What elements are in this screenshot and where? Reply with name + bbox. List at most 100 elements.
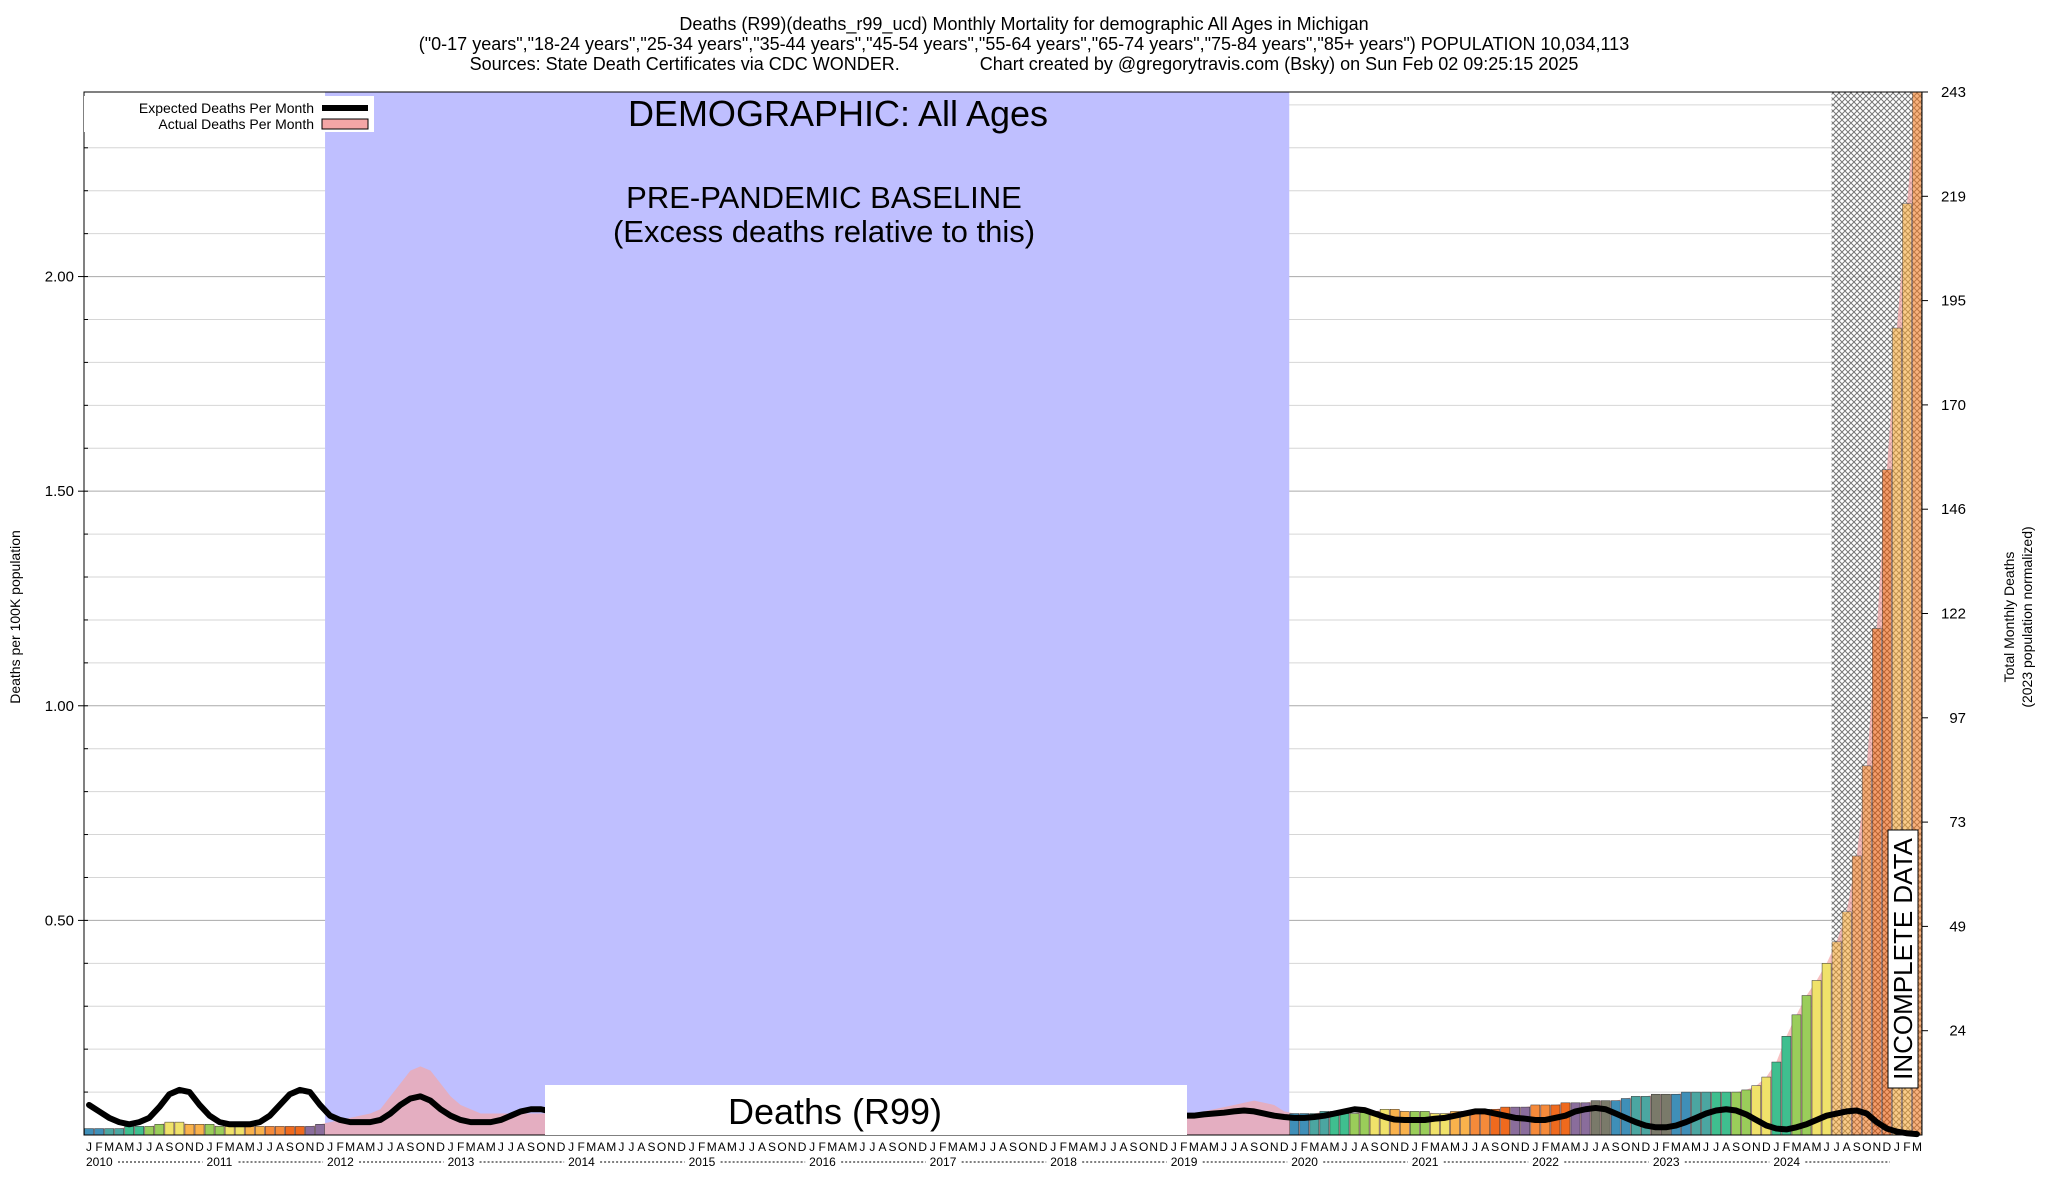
month-tick-label: A [1561,1140,1569,1154]
month-tick-label: S [406,1140,414,1154]
month-tick-label: M [1791,1140,1801,1154]
y2-tick-label: 97 [1949,710,1966,727]
year-tick-label: 2014 [568,1155,595,1169]
actual-bar [114,1128,124,1136]
month-tick-label: M [124,1140,134,1154]
month-tick-label: J [1221,1140,1227,1154]
actual-bar [315,1124,325,1136]
month-tick-label: M [606,1140,616,1154]
month-tick-label: M [104,1140,114,1154]
cause-box-label: Deaths (R99) [728,1091,942,1132]
month-tick-label: J [1100,1140,1106,1154]
month-tick-label: F [698,1140,705,1154]
y2-tick-label: 243 [1941,84,1966,101]
month-tick-label: A [517,1140,525,1154]
month-tick-label: F [1662,1140,1669,1154]
month-tick-label: N [788,1140,797,1154]
actual-bar [254,1126,265,1136]
chart-subtitle: ("0-17 years","18-24 years","25-34 years… [418,34,1630,54]
month-tick-label: D [557,1140,566,1154]
year-tick-label: 2015 [689,1155,716,1169]
month-tick-label: M [1671,1140,1681,1154]
year-tick-label: 2020 [1291,1155,1318,1169]
y2-tick-label: 195 [1941,293,1966,310]
month-tick-label: J [257,1140,263,1154]
month-tick-label: N [667,1140,676,1154]
month-tick-label: S [1009,1140,1017,1154]
month-tick-label: N [306,1140,315,1154]
month-tick-label: F [819,1140,826,1154]
month-tick-label: D [798,1140,807,1154]
actual-bar [1641,1096,1651,1136]
year-tick-label: 2010 [86,1155,113,1169]
month-tick-label: A [396,1140,404,1154]
month-tick-label: S [768,1140,776,1154]
month-tick-label: F [216,1140,223,1154]
actual-bar-hatch [1882,469,1892,1136]
month-tick-label: N [908,1140,917,1154]
y2-axis-sublabel: (2023 population normalized) [2019,526,2035,707]
month-tick-label: F [1301,1140,1308,1154]
month-tick-label: J [267,1140,273,1154]
legend-expected-label: Expected Deaths Per Month [139,100,314,116]
actual-bar [1681,1091,1691,1136]
y2-tick-label: 49 [1949,918,1966,935]
actual-bars [84,91,1922,1136]
actual-bar [265,1126,275,1136]
actual-bar [1821,963,1832,1136]
month-tick-label: A [718,1140,726,1154]
actual-bar [144,1126,155,1136]
month-tick-label: J [1653,1140,1659,1154]
month-tick-label: M [466,1140,476,1154]
month-tick-label: J [1231,1140,1237,1154]
year-tick-label: 2011 [207,1155,233,1169]
actual-bar [234,1126,245,1136]
month-tick-label: A [1481,1140,1489,1154]
month-tick-label: J [1773,1140,1779,1154]
actual-bar [244,1126,255,1136]
month-tick-label: M [1812,1140,1822,1154]
actual-bar-hatch [1872,628,1882,1135]
y2-axis-label: Total Monthly Deaths [2001,552,2017,683]
month-tick-label: J [930,1140,936,1154]
month-tick-label: J [1050,1140,1056,1154]
chart-title: Deaths (R99)(deaths_r99_ucd) Monthly Mor… [679,14,1369,34]
month-tick-label: O [1621,1140,1630,1154]
month-tick-label: M [1189,1140,1199,1154]
baseline-band [325,92,1922,1135]
actual-bar [1751,1085,1762,1136]
month-tick-label: O [295,1140,304,1154]
year-tick-label: 2023 [1653,1155,1680,1169]
year-tick-label: 2013 [448,1155,475,1169]
actual-bar [174,1121,185,1136]
month-tick-label: A [1802,1140,1810,1154]
month-tick-label: J [809,1140,815,1154]
sources-text: Sources: State Death Certificates via CD… [469,54,900,74]
month-tick-label: M [365,1140,375,1154]
month-tick-label: J [1532,1140,1538,1154]
month-tick-label: J [1472,1140,1478,1154]
year-tick-label: 2021 [1412,1155,1439,1169]
month-tick-label: J [739,1140,745,1154]
month-tick-label: J [508,1140,514,1154]
month-tick-label: F [95,1140,102,1154]
month-tick-label: O [1139,1140,1148,1154]
actual-bar [1349,1113,1360,1136]
month-tick-label: J [1110,1140,1116,1154]
month-tick-label: F [1421,1140,1428,1154]
month-tick-label: J [618,1140,624,1154]
actual-bar [1811,980,1822,1136]
month-tick-label: O [777,1140,786,1154]
month-tick-label: J [207,1140,213,1154]
actual-bar [305,1126,315,1136]
actual-bar [1801,995,1812,1136]
actual-bar [1791,1014,1802,1136]
month-tick-label: N [1149,1140,1158,1154]
y2-tick-label: 146 [1941,501,1966,518]
month-tick-label: J [1412,1140,1418,1154]
month-tick-label: D [1400,1140,1409,1154]
month-tick-label: A [155,1140,163,1154]
month-tick-label: D [316,1140,325,1154]
month-tick-label: A [236,1140,244,1154]
month-tick-label: F [457,1140,464,1154]
